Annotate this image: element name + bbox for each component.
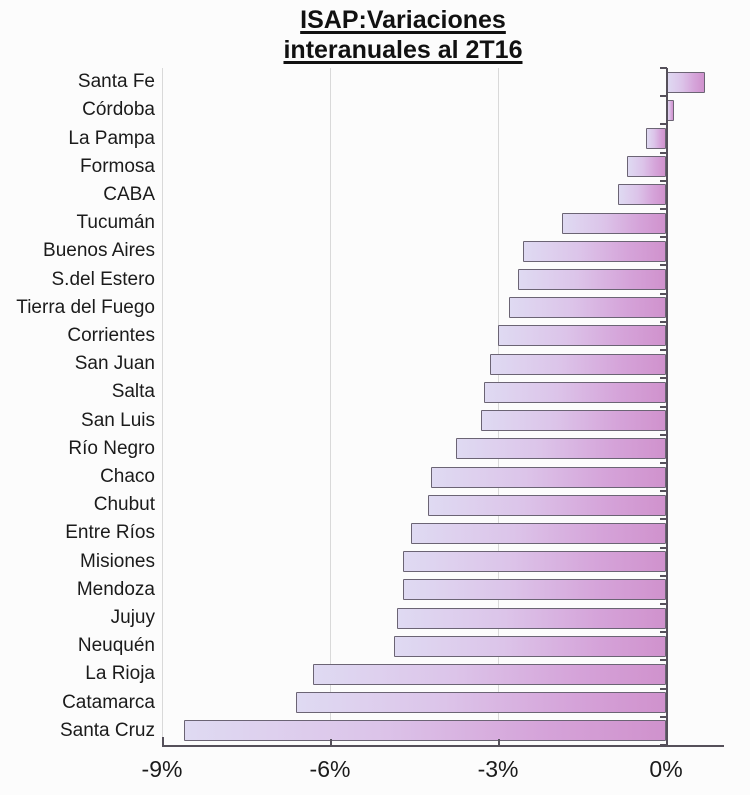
x-tick-label--9: -9%	[141, 756, 183, 782]
category-tick	[660, 546, 668, 549]
category-tick	[660, 631, 668, 634]
category-tick	[660, 687, 668, 690]
category-label-la-pampa: La Pampa	[68, 127, 155, 149]
x-tick-label-0: 0%	[649, 756, 683, 782]
bar-tucuman	[562, 212, 667, 234]
category-label-corrientes: Corrientes	[67, 324, 155, 346]
chart-title: ISAP:Variaciones interanuales al 2T16	[28, 6, 750, 65]
bar-santa-fe	[666, 71, 706, 93]
category-tick	[660, 574, 668, 577]
category-tick	[660, 518, 668, 521]
category-label-santa-cruz: Santa Cruz	[59, 719, 155, 741]
bar-la-pampa	[646, 128, 667, 150]
category-tick	[660, 490, 668, 493]
bar-mendoza	[402, 579, 667, 601]
category-tick	[660, 405, 668, 408]
category-tick	[660, 320, 668, 323]
category-tick	[660, 602, 668, 605]
category-label-santa-fe: Santa Fe	[77, 71, 155, 93]
category-tick	[660, 715, 668, 718]
category-label-tucuman: Tucumán	[76, 212, 156, 234]
category-label-rio-negro: Río Negro	[68, 437, 155, 459]
bar-formosa	[626, 156, 667, 178]
bar-caba	[618, 184, 667, 206]
bar-san-juan	[489, 353, 667, 375]
bar-san-luis	[481, 410, 667, 432]
bar-la-rioja	[313, 663, 667, 685]
x-tick-label--6: -6%	[309, 756, 351, 782]
bar-entre-rios	[411, 522, 667, 544]
bar-catamarca	[296, 692, 667, 714]
bar-chubut	[428, 494, 667, 516]
category-label-mendoza: Mendoza	[76, 578, 155, 600]
category-label-entre-rios: Entre Ríos	[65, 522, 155, 544]
category-label-cordoba: Córdoba	[82, 99, 155, 121]
category-label-la-rioja: La Rioja	[85, 663, 155, 685]
chart-title-line2: interanuales al 2T16	[283, 35, 523, 64]
category-label-neuquen: Neuquén	[77, 635, 155, 657]
x-tick-0	[666, 739, 669, 746]
bar-santa-cruz	[184, 720, 667, 742]
category-label-misiones: Misiones	[80, 550, 155, 572]
x-axis-line	[162, 745, 724, 747]
category-tick	[660, 292, 668, 295]
category-label-chubut: Chubut	[93, 494, 155, 516]
category-label-tierra-del-fuego: Tierra del Fuego	[16, 296, 155, 318]
category-tick	[660, 67, 668, 69]
category-tick	[660, 659, 668, 662]
bar-s-del-estero	[517, 269, 667, 291]
plot-area	[162, 67, 745, 747]
category-tick	[660, 433, 668, 436]
x-tick--3	[498, 739, 501, 746]
bar-tierra-del-fuego	[509, 297, 667, 319]
gridline--9	[162, 68, 163, 745]
gridline--6	[330, 68, 331, 745]
category-label-chaco: Chaco	[100, 466, 155, 487]
category-label-buenos-aires: Buenos Aires	[43, 240, 155, 262]
bar-buenos-aires	[523, 240, 667, 262]
x-tick--6	[330, 739, 332, 746]
category-label-s-del-estero: S.del Estero	[51, 268, 156, 290]
x-tick--9	[162, 739, 164, 746]
bar-salta	[484, 381, 667, 403]
bar-jujuy	[397, 607, 667, 629]
category-label-san-luis: San Luis	[81, 409, 155, 431]
bar-misiones	[402, 551, 667, 573]
category-tick	[660, 349, 668, 352]
bar-chaco	[430, 466, 667, 488]
category-label-formosa: Formosa	[80, 155, 155, 177]
category-tick	[660, 377, 668, 380]
category-tick	[660, 123, 668, 126]
category-tick	[660, 236, 668, 239]
category-tick	[660, 179, 668, 182]
category-tick	[660, 95, 668, 98]
bar-neuquen	[394, 635, 667, 657]
gridline--3	[498, 68, 500, 745]
category-label-jujuy: Jujuy	[110, 607, 155, 629]
category-tick	[660, 264, 668, 267]
category-label-caba: CABA	[103, 183, 155, 205]
category-label-catamarca: Catamarca	[62, 691, 155, 713]
category-label-san-juan: San Juan	[74, 353, 155, 375]
zero-axis-line	[666, 68, 669, 745]
bar-rio-negro	[456, 438, 667, 460]
chart-title-line1: ISAP:Variaciones	[300, 6, 506, 34]
category-label-salta: Salta	[111, 381, 155, 403]
x-tick-label--3: -3%	[477, 756, 519, 782]
bar-corrientes	[498, 325, 667, 347]
category-tick	[660, 461, 668, 464]
category-tick	[660, 151, 668, 154]
category-tick	[660, 208, 668, 211]
